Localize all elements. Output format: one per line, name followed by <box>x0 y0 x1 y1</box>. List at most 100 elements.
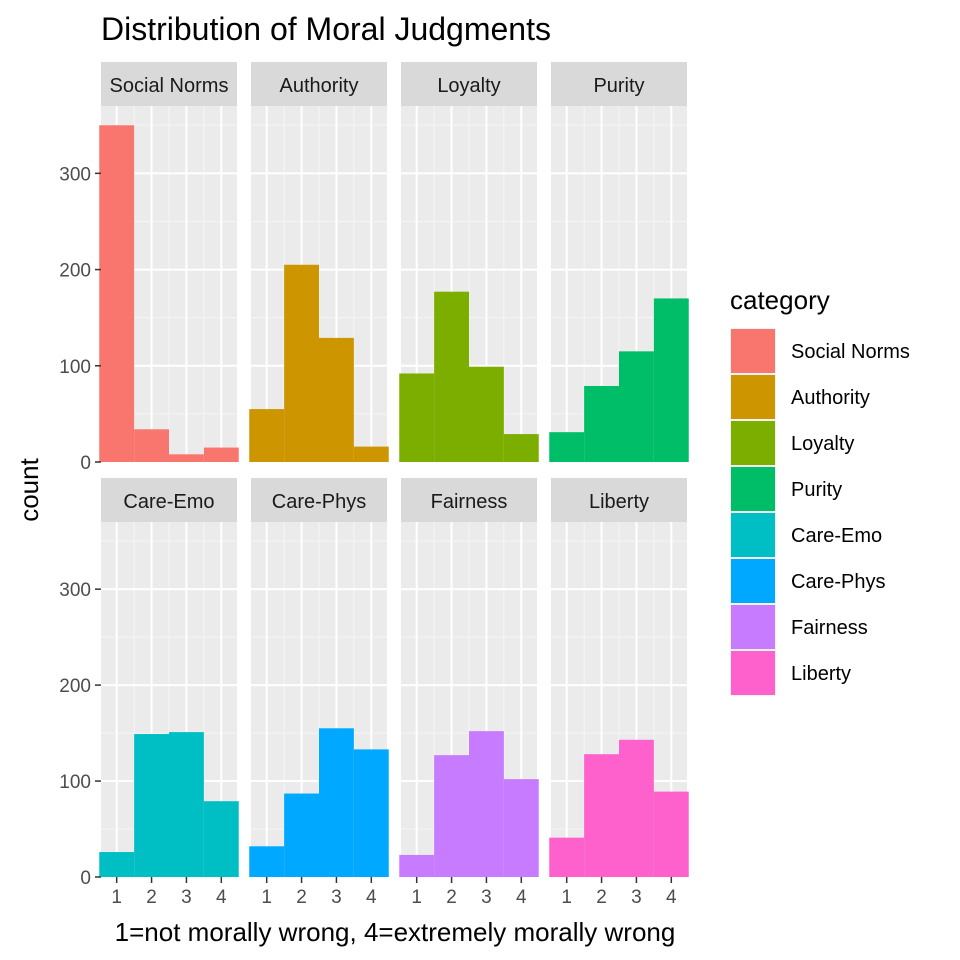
facet-strip <box>101 62 237 106</box>
legend-label: Social Norms <box>791 341 910 363</box>
x-tick-label: 1 <box>111 887 122 908</box>
bar <box>584 385 619 462</box>
bar <box>134 734 169 877</box>
legend-key <box>731 559 775 603</box>
facet-strip <box>251 478 387 522</box>
bar <box>399 854 435 877</box>
legend-entry: Care-Phys <box>730 558 885 604</box>
facet-panel: Purity <box>549 62 689 463</box>
legend-entry: Social Norms <box>730 328 910 374</box>
legend-label: Fairness <box>791 617 868 639</box>
legend-title: category <box>730 285 830 315</box>
bar <box>203 447 239 462</box>
y-tick-label: 300 <box>59 580 91 601</box>
facet-panel: Authority <box>249 62 389 463</box>
legend-label: Care-Phys <box>791 571 885 593</box>
x-tick-label: 2 <box>596 887 607 908</box>
y-tick-label: 100 <box>59 357 91 378</box>
x-tick-label: 4 <box>216 887 227 908</box>
facet-panels: Social Norms 0 100 200 300 Authority Loyalty Pu… <box>59 62 689 908</box>
bar <box>434 291 469 462</box>
facet-strip <box>101 478 237 522</box>
facet-strip-label: Purity <box>593 75 644 97</box>
facet-strip <box>551 62 687 106</box>
legend-label: Care-Emo <box>791 525 882 547</box>
bar <box>653 298 689 462</box>
legend-entry: Care-Emo <box>730 512 882 558</box>
bar <box>249 846 285 877</box>
bar <box>319 337 354 462</box>
bar <box>353 446 389 462</box>
facet-strip <box>401 62 537 106</box>
bar <box>134 429 169 462</box>
facet-strip-label: Loyalty <box>437 75 500 97</box>
x-tick-label: 4 <box>666 887 677 908</box>
bar <box>169 454 204 462</box>
legend-key <box>731 421 775 465</box>
y-tick-label: 0 <box>80 453 91 474</box>
x-tick-label: 2 <box>146 887 157 908</box>
x-tick-label: 1 <box>411 887 422 908</box>
bar <box>584 754 619 877</box>
bar <box>503 779 539 877</box>
legend-label: Liberty <box>791 663 851 685</box>
x-axis-title: 1=not morally wrong, 4=extremely morally… <box>115 917 676 947</box>
bar <box>619 739 654 877</box>
y-tick-label: 0 <box>80 868 91 889</box>
bar <box>399 373 435 462</box>
facet-panel: Care-Phys 1 2 3 4 <box>249 478 389 908</box>
x-tick-label: 3 <box>481 887 492 908</box>
bar <box>284 793 319 877</box>
x-tick-label: 2 <box>446 887 457 908</box>
legend-label: Authority <box>791 387 870 409</box>
facet-strip-label: Liberty <box>589 491 649 513</box>
facet-strip <box>551 478 687 522</box>
legend: category Social Norms Authority Loyalty Pur… <box>730 285 910 696</box>
x-tick-label: 4 <box>516 887 527 908</box>
x-tick-label: 4 <box>366 887 377 908</box>
bar <box>434 755 469 877</box>
facet-strip-label: Authority <box>280 75 359 97</box>
legend-key <box>731 605 775 649</box>
bar <box>353 749 389 877</box>
facet-panel: Social Norms 0 100 200 300 <box>59 62 239 474</box>
legend-key <box>731 467 775 511</box>
chart-title: Distribution of Moral Judgments <box>101 11 551 47</box>
legend-entry: Authority <box>730 374 870 420</box>
x-tick-label: 3 <box>181 887 192 908</box>
bar <box>99 125 135 463</box>
facet-panel: Fairness 1 2 3 4 <box>399 478 539 908</box>
facet-panel: Care-Emo 0 100 200 300 1 2 3 4 <box>59 478 239 908</box>
x-tick-label: 3 <box>631 887 642 908</box>
legend-key <box>731 329 775 373</box>
legend-key <box>731 513 775 557</box>
bar <box>619 351 654 462</box>
legend-entry: Fairness <box>730 604 868 650</box>
bar <box>99 852 135 877</box>
y-tick-label: 200 <box>59 676 91 697</box>
legend-key <box>731 651 775 695</box>
bar <box>653 791 689 877</box>
bar <box>169 732 204 877</box>
legend-label: Loyalty <box>791 433 854 455</box>
bar <box>249 409 285 462</box>
facet-strip-label: Care-Phys <box>272 491 366 513</box>
y-tick-label: 300 <box>59 164 91 185</box>
legend-entry: Purity <box>730 466 842 512</box>
facet-strip <box>251 62 387 106</box>
legend-entry: Loyalty <box>730 420 854 466</box>
y-tick-label: 100 <box>59 772 91 793</box>
bar <box>549 432 585 462</box>
facet-strip-label: Social Norms <box>110 75 229 97</box>
bar <box>503 434 539 462</box>
facet-strip-label: Care-Emo <box>123 491 214 513</box>
x-tick-label: 2 <box>296 887 307 908</box>
y-tick-label: 200 <box>59 261 91 282</box>
bar <box>319 728 354 877</box>
facet-panel: Liberty 1 2 3 4 <box>549 478 689 908</box>
facet-panel: Loyalty <box>399 62 539 463</box>
bar <box>284 264 319 462</box>
x-tick-label: 3 <box>331 887 342 908</box>
y-axis-title: count <box>14 457 44 521</box>
